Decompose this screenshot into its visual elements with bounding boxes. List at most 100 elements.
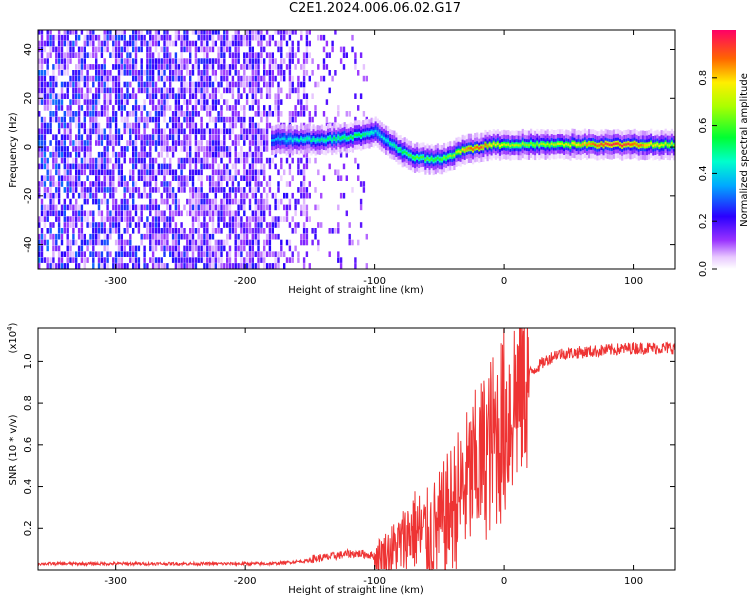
noise-cell <box>60 210 64 217</box>
noise-cell <box>214 146 217 152</box>
noise-cell <box>217 99 220 105</box>
noise-cell <box>63 64 66 70</box>
noise-cell <box>189 233 192 240</box>
noise-cell <box>257 52 260 58</box>
noise-cell <box>57 151 61 158</box>
noise-cell <box>46 146 49 152</box>
signal-cell <box>449 154 452 157</box>
noise-cell <box>228 46 232 53</box>
noise-cell <box>177 157 180 164</box>
noise-cell <box>55 105 58 111</box>
noise-cell <box>66 175 69 181</box>
noise-cell <box>63 198 66 205</box>
noise-cell <box>146 87 149 94</box>
noise-cell <box>52 222 55 228</box>
noise-cell <box>75 263 78 269</box>
noise-cell <box>254 233 257 240</box>
noise-cell <box>197 175 200 181</box>
noise-cell <box>271 58 274 64</box>
noise-cell <box>163 87 166 94</box>
noise-cell <box>302 222 306 228</box>
noise-cell <box>174 169 178 176</box>
noise-cell <box>288 257 292 263</box>
noise-cell <box>89 157 92 164</box>
noise-cell <box>322 58 326 64</box>
noise-cell <box>123 105 126 111</box>
noise-cell <box>191 251 195 257</box>
noise-cell <box>129 216 132 222</box>
noise-cell <box>43 146 47 152</box>
noise-cell <box>220 228 223 234</box>
noise-cell <box>89 251 92 257</box>
noise-cell <box>257 146 260 152</box>
noise-cell <box>248 222 252 228</box>
noise-cell <box>211 30 215 35</box>
noise-cell <box>151 233 155 240</box>
noise-cell <box>117 251 121 257</box>
noise-cell <box>203 46 206 53</box>
noise-cell <box>274 251 277 257</box>
noise-cell <box>60 64 64 70</box>
noise-cell <box>123 192 126 199</box>
noise-cell <box>40 216 44 222</box>
noise-cell <box>211 34 215 41</box>
noise-cell <box>49 93 52 99</box>
noise-cell <box>40 30 44 35</box>
noise-cell <box>294 87 297 94</box>
noise-cell <box>75 75 78 82</box>
noise-cell <box>43 105 47 111</box>
noise-cell <box>95 251 98 257</box>
noise-cell <box>342 46 346 53</box>
noise-cell <box>83 40 86 47</box>
noise-cell <box>57 263 61 269</box>
noise-cell <box>69 251 72 257</box>
noise-cell <box>254 263 257 269</box>
noise-cell <box>49 198 52 205</box>
noise-cell <box>117 58 121 64</box>
spectrogram-frame <box>37 29 676 270</box>
noise-cell <box>97 134 101 140</box>
noise-cell <box>151 58 155 64</box>
noise-cell <box>140 210 143 217</box>
signal-cell <box>376 131 379 135</box>
noise-cell <box>254 239 257 246</box>
noise-cell <box>72 257 75 263</box>
noise-cell <box>60 181 64 187</box>
noise-cell <box>77 81 81 88</box>
noise-cell <box>123 99 126 105</box>
noise-cell <box>106 181 109 187</box>
noise-cell <box>200 140 203 146</box>
noise-cell <box>359 198 363 205</box>
signal-cell <box>505 143 508 147</box>
noise-cell <box>83 192 86 199</box>
noise-cell <box>117 46 121 53</box>
noise-cell <box>166 34 169 41</box>
noise-cell <box>132 257 135 263</box>
noise-cell <box>189 263 192 269</box>
noise-cell <box>211 169 215 176</box>
noise-cell <box>328 228 331 234</box>
noise-cell <box>103 40 106 47</box>
noise-cell <box>283 216 286 222</box>
noise-cell <box>191 30 195 35</box>
noise-cell <box>55 216 58 222</box>
noise-cell <box>206 222 209 228</box>
noise-cell <box>169 251 172 257</box>
noise-cell <box>160 75 163 82</box>
noise-cell <box>123 216 126 222</box>
noise-cell <box>120 93 123 99</box>
noise-cell <box>157 75 160 82</box>
noise-cell <box>268 122 272 129</box>
noise-cell <box>177 87 180 94</box>
noise-cell <box>302 239 306 246</box>
noise-cell <box>228 204 232 211</box>
noise-cell <box>149 52 152 58</box>
noise-cell <box>69 175 72 181</box>
noise-cell <box>169 128 172 135</box>
noise-cell <box>166 233 169 240</box>
noise-cell <box>277 105 280 111</box>
noise-cell <box>300 64 303 70</box>
noise-cell <box>300 210 303 217</box>
noise-cell <box>109 99 112 105</box>
noise-cell <box>132 87 135 94</box>
